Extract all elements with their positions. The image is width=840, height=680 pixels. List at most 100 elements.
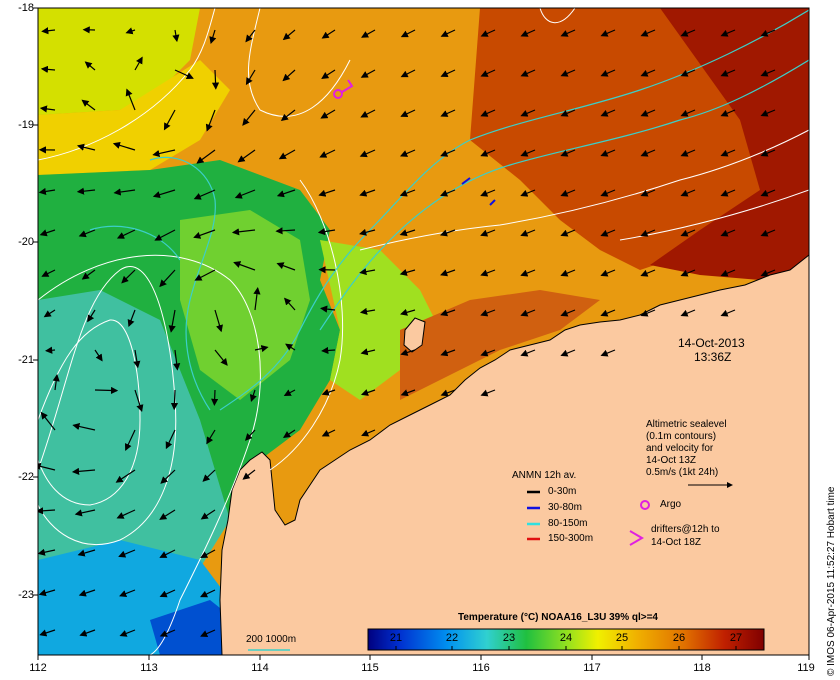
velocity-arrow bbox=[211, 69, 220, 90]
velocity-arrow bbox=[283, 389, 296, 396]
hot-water-region bbox=[650, 8, 809, 280]
velocity-arrow bbox=[125, 88, 136, 111]
velocity-arrow bbox=[159, 269, 176, 288]
velocity-arrow bbox=[71, 467, 96, 475]
velocity-arrow bbox=[520, 149, 536, 157]
velocity-arrow bbox=[318, 189, 336, 197]
land bbox=[219, 254, 809, 655]
velocity-arrow bbox=[720, 109, 736, 117]
velocity-arrow bbox=[84, 61, 96, 71]
lat-tick-label: -19 bbox=[18, 119, 34, 131]
velocity-arrow bbox=[38, 187, 56, 196]
velocity-arrow bbox=[480, 349, 496, 357]
drifter-track bbox=[341, 79, 354, 93]
velocity-arrow bbox=[560, 269, 576, 277]
velocity-arrow bbox=[321, 29, 336, 39]
imos-credit: © IMOS 06-Apr-2015 11:52:27 Hobart time bbox=[826, 486, 837, 677]
velocity-arrow bbox=[400, 109, 416, 118]
velocity-arrow bbox=[194, 269, 216, 281]
velocity-arrow bbox=[361, 29, 376, 38]
velocity-arrow bbox=[480, 309, 496, 317]
velocity-arrow bbox=[560, 149, 576, 157]
velocity-arrow bbox=[121, 269, 136, 284]
velocity-arrow bbox=[520, 29, 536, 37]
velocity-arrow bbox=[600, 349, 616, 357]
velocity-arrow bbox=[760, 29, 776, 37]
velocity-arrow bbox=[600, 189, 616, 197]
velocity-arrow bbox=[200, 589, 216, 598]
velocity-arrow bbox=[360, 69, 376, 78]
lat-tick-label: -20 bbox=[18, 236, 34, 248]
altimetry-legend-line: Altimetric sealevel bbox=[646, 419, 727, 430]
map-date: 14-Oct-2013 bbox=[678, 336, 745, 350]
axis-ticks bbox=[33, 7, 810, 660]
velocity-arrow bbox=[399, 189, 416, 197]
velocity-arrow bbox=[242, 109, 256, 126]
velocity-arrow bbox=[359, 189, 376, 197]
velocity-arrow bbox=[253, 287, 261, 311]
velocity-arrow bbox=[276, 262, 296, 271]
altimetry-legend-line: and velocity for bbox=[646, 443, 714, 454]
velocity-arrow bbox=[480, 189, 496, 197]
lat-tick-label: -23 bbox=[18, 589, 34, 601]
velocity-arrow bbox=[680, 69, 696, 77]
velocity-arrow bbox=[520, 349, 536, 357]
teal-water-region bbox=[38, 290, 230, 620]
velocity-arrow bbox=[193, 189, 216, 200]
velocity-arrow bbox=[112, 141, 136, 151]
colorbar-ticks bbox=[395, 646, 737, 650]
velocity-arrow bbox=[560, 109, 576, 117]
velocity-arrow bbox=[76, 143, 96, 151]
velocity-arrow bbox=[119, 629, 136, 637]
velocity-arrow bbox=[440, 29, 456, 37]
velocity-arrow bbox=[560, 309, 576, 317]
velocity-arrow bbox=[163, 109, 176, 131]
velocity-arrow bbox=[720, 149, 736, 157]
velocity-arrow bbox=[640, 69, 656, 77]
velocity-arrow bbox=[116, 509, 136, 519]
velocity-arrow bbox=[520, 69, 536, 77]
lon-tick-label: 116 bbox=[472, 662, 490, 674]
velocity-arrow bbox=[254, 345, 269, 353]
velocity-arrow bbox=[360, 348, 376, 356]
velocity-arrow bbox=[480, 269, 496, 277]
velocity-arrow bbox=[52, 374, 60, 391]
velocity-arrow bbox=[321, 429, 336, 437]
anmn-mooring-arrow bbox=[489, 199, 496, 206]
velocity-arrow bbox=[520, 269, 536, 277]
velocity-arrow bbox=[38, 548, 56, 556]
velocity-arrow bbox=[78, 589, 96, 597]
velocity-arrow bbox=[680, 309, 696, 317]
velocity-arrow bbox=[480, 229, 496, 237]
velocity-arrow bbox=[400, 389, 416, 397]
velocity-arrow bbox=[600, 29, 616, 37]
sealevel-contours bbox=[38, 8, 809, 655]
velocity-arrow bbox=[520, 109, 536, 117]
velocity-arrow bbox=[600, 69, 616, 77]
velocity-arrow bbox=[214, 309, 223, 333]
velocity-arrow bbox=[77, 549, 96, 557]
velocity-arrow bbox=[760, 229, 776, 237]
altimetry-legend-line: 14-Oct 13Z bbox=[646, 455, 697, 466]
velocity-arrow bbox=[133, 349, 141, 369]
velocity-arrow bbox=[680, 149, 696, 157]
drifters-label: drifters@12h to bbox=[651, 524, 720, 535]
velocity-arrow bbox=[440, 149, 456, 157]
velocity-arrow bbox=[720, 189, 736, 197]
isobath-legend-label: 200 1000m bbox=[246, 634, 297, 645]
velocity-arrow bbox=[640, 149, 656, 157]
velocity-arrow bbox=[480, 29, 496, 37]
velocity-arrow bbox=[43, 309, 56, 318]
barrow-island bbox=[403, 317, 426, 353]
velocity-arrow bbox=[560, 29, 576, 37]
argo-legend-symbol bbox=[640, 500, 650, 510]
velocity-arrow bbox=[172, 29, 180, 43]
velocity-arrow bbox=[359, 307, 376, 315]
colorbar-tick-label: 27 bbox=[729, 632, 743, 644]
velocity-arrow bbox=[680, 29, 696, 37]
velocity-arrow bbox=[74, 509, 96, 517]
lon-tick-label: 117 bbox=[583, 662, 601, 674]
velocity-arrow bbox=[118, 549, 136, 558]
velocity-arrow bbox=[174, 69, 194, 79]
velocity-arrow bbox=[205, 109, 216, 132]
